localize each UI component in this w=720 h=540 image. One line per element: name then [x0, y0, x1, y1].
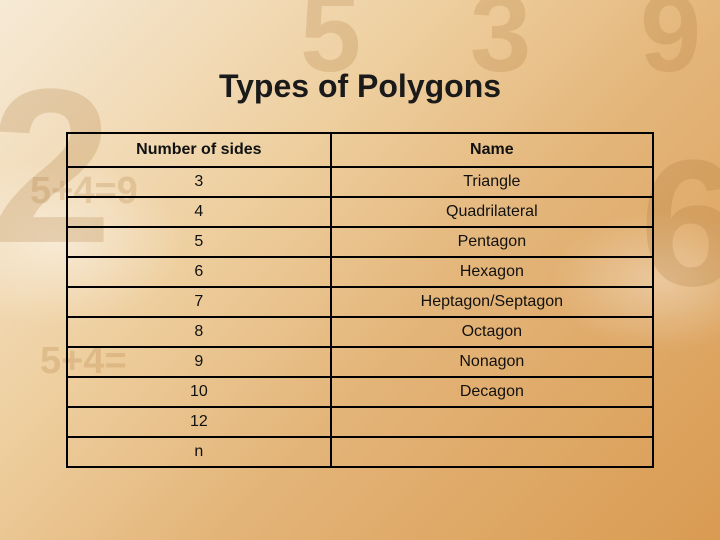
cell-sides: 7	[67, 287, 331, 317]
table-row: 7 Heptagon/Septagon	[67, 287, 653, 317]
table-row: 6 Hexagon	[67, 257, 653, 287]
table-row: n	[67, 437, 653, 467]
page-title: Types of Polygons	[0, 68, 720, 105]
table-row: 12	[67, 407, 653, 437]
table-row: 8 Octagon	[67, 317, 653, 347]
table-row: 9 Nonagon	[67, 347, 653, 377]
cell-name: Pentagon	[331, 227, 653, 257]
cell-sides: 5	[67, 227, 331, 257]
table-row: 3 Triangle	[67, 167, 653, 197]
cell-name: Hexagon	[331, 257, 653, 287]
cell-sides: 4	[67, 197, 331, 227]
cell-name: Quadrilateral	[331, 197, 653, 227]
col-header-sides: Number of sides	[67, 133, 331, 167]
cell-name: Triangle	[331, 167, 653, 197]
cell-name: Octagon	[331, 317, 653, 347]
table-row: 10 Decagon	[67, 377, 653, 407]
table-row: 4 Quadrilateral	[67, 197, 653, 227]
table-row: 5 Pentagon	[67, 227, 653, 257]
cell-sides: 9	[67, 347, 331, 377]
cell-name: Heptagon/Septagon	[331, 287, 653, 317]
cell-name	[331, 437, 653, 467]
cell-sides: 12	[67, 407, 331, 437]
col-header-name: Name	[331, 133, 653, 167]
polygon-table-container: Number of sides Name 3 Triangle 4 Quadri…	[66, 132, 654, 468]
cell-sides: n	[67, 437, 331, 467]
cell-name: Decagon	[331, 377, 653, 407]
polygon-table: Number of sides Name 3 Triangle 4 Quadri…	[66, 132, 654, 468]
cell-sides: 3	[67, 167, 331, 197]
cell-name: Nonagon	[331, 347, 653, 377]
cell-sides: 8	[67, 317, 331, 347]
cell-sides: 6	[67, 257, 331, 287]
table-header-row: Number of sides Name	[67, 133, 653, 167]
cell-sides: 10	[67, 377, 331, 407]
cell-name	[331, 407, 653, 437]
